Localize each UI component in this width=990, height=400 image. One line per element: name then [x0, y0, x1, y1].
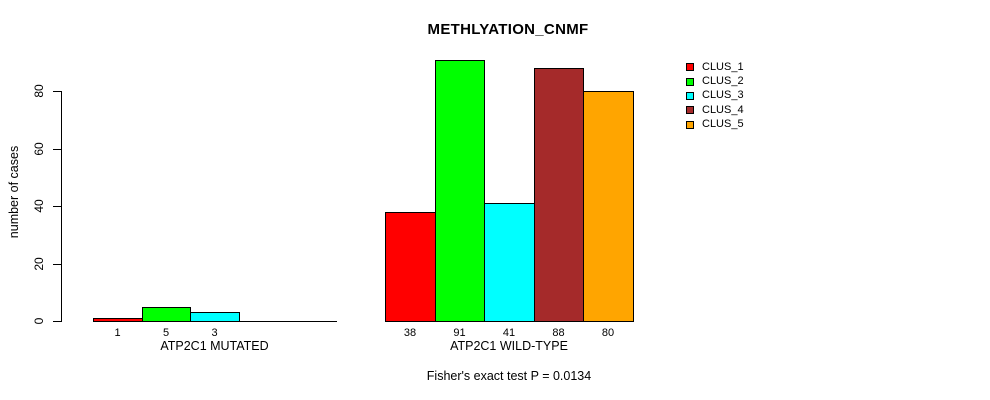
y-axis-tick: [53, 91, 61, 93]
legend-swatch-icon: [686, 106, 694, 115]
bar-clus_4: [534, 68, 584, 322]
y-axis-tick-label: 20: [32, 256, 46, 271]
bar-value-label: 5: [162, 327, 170, 339]
bar-value-label: 41: [502, 327, 516, 339]
bar-value-label: 80: [601, 327, 615, 339]
legend-label: CLUS_1: [702, 60, 744, 73]
y-axis-tick-label: 80: [32, 84, 46, 99]
bar-clus_3: [484, 203, 535, 322]
bar-clus_1: [93, 318, 143, 322]
bar-value-label: 38: [403, 327, 417, 339]
legend-item: CLUS_4: [686, 103, 744, 117]
y-axis-title: number of cases: [7, 145, 21, 239]
y-axis-tick: [53, 148, 61, 150]
legend-label: CLUS_4: [702, 103, 744, 116]
legend: CLUS_1 CLUS_2 CLUS_3 CLUS_4 CLUS_5: [686, 60, 744, 132]
group-label: ATP2C1 WILD-TYPE: [450, 339, 568, 353]
y-axis-tick: [53, 206, 61, 208]
legend-item: CLUS_3: [686, 89, 744, 103]
bar-clus_2: [435, 60, 485, 322]
bar-clus_3: [190, 312, 240, 322]
legend-item: CLUS_5: [686, 118, 744, 132]
legend-label: CLUS_3: [702, 89, 744, 102]
bar-clus_2: [142, 307, 191, 322]
legend-item: CLUS_2: [686, 74, 744, 88]
legend-label: CLUS_5: [702, 118, 744, 131]
y-axis-tick-label: 0: [32, 317, 46, 325]
legend-swatch-icon: [686, 63, 694, 72]
legend-swatch-icon: [686, 120, 694, 129]
y-axis-tick: [53, 263, 61, 265]
y-axis-tick-label: 40: [32, 199, 46, 213]
bar-value-label: 3: [211, 327, 218, 339]
bar-value-label: 88: [552, 327, 565, 339]
y-axis-line: [61, 91, 62, 322]
bar-clus_5: [583, 91, 634, 322]
chart-title: METHLYATION_CNMF: [427, 21, 589, 38]
legend-label: CLUS_2: [702, 75, 744, 88]
bar-clus_1: [385, 212, 436, 322]
y-axis-tick-label: 60: [32, 142, 46, 156]
bar-value-label: 91: [453, 327, 466, 339]
y-axis-tick: [53, 321, 61, 322]
legend-item: CLUS_1: [686, 60, 744, 74]
legend-swatch-icon: [686, 77, 694, 86]
bar-value-label: 1: [114, 327, 121, 339]
legend-swatch-icon: [686, 91, 694, 100]
group-label: ATP2C1 MUTATED: [160, 339, 269, 353]
fisher-test-annotation: Fisher's exact test P = 0.0134: [426, 369, 592, 383]
